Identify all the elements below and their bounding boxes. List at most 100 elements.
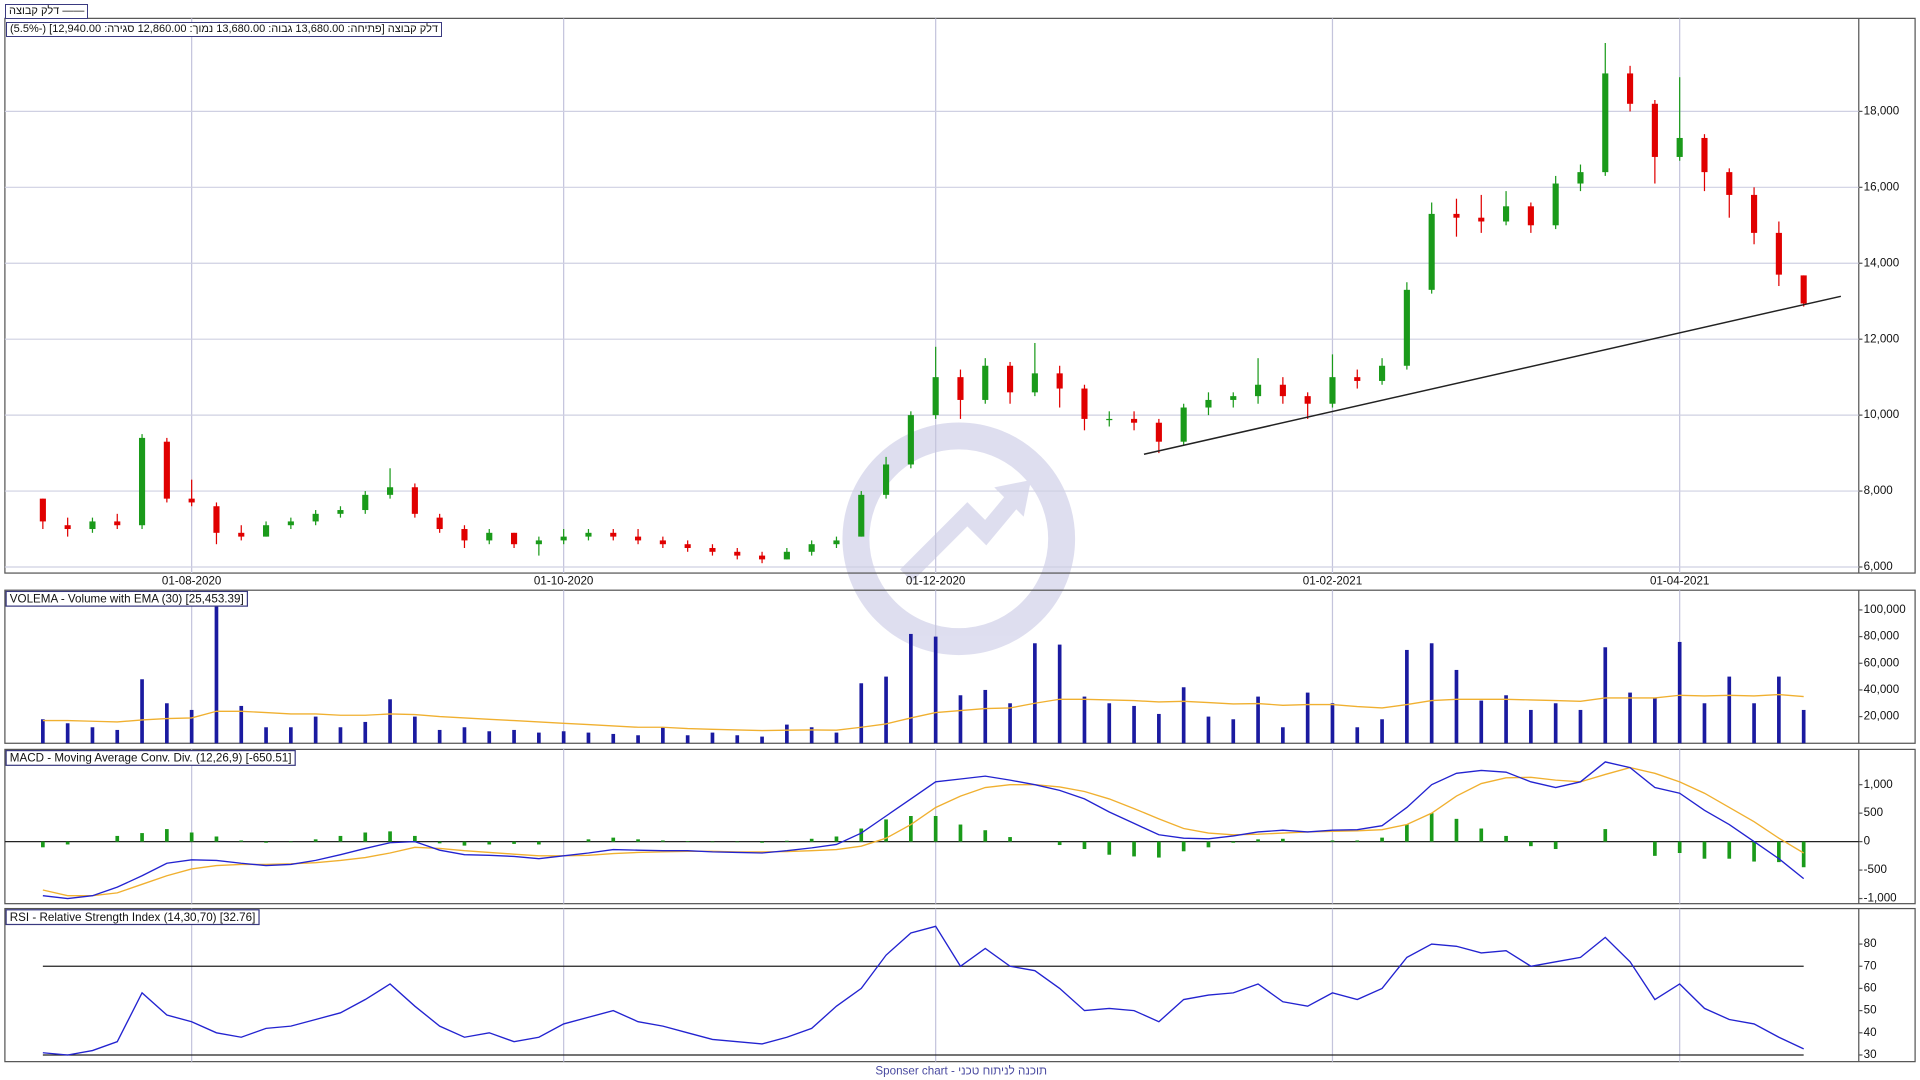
volume-bar bbox=[1305, 692, 1310, 744]
histogram-bar bbox=[338, 835, 343, 842]
footer: Sponser chart - תוכנה לניתוח טכני bbox=[875, 1065, 1047, 1078]
watermark-ring bbox=[842, 422, 1076, 656]
candle-body bbox=[1651, 103, 1658, 157]
volume-bar bbox=[1677, 641, 1682, 744]
volume-bar bbox=[388, 699, 392, 744]
x-tick-label: 01-10-2020 bbox=[534, 575, 594, 588]
info-text: דלק קבוצה [פתיחה: 13,680.00 גבוה: 13,680… bbox=[10, 23, 438, 35]
y-tick-label: 18,000 bbox=[1864, 104, 1900, 117]
histogram-bar bbox=[363, 832, 368, 842]
volume-bar bbox=[1553, 703, 1558, 744]
volume-bar bbox=[1529, 709, 1533, 744]
candle-body bbox=[436, 517, 443, 530]
volume-bar bbox=[710, 732, 715, 744]
candle-body bbox=[238, 532, 245, 537]
candle-body bbox=[138, 437, 146, 526]
y-tick-label: 6,000 bbox=[1864, 560, 1894, 573]
volume-bar bbox=[165, 703, 169, 744]
candle-body bbox=[535, 540, 542, 545]
volume-bar bbox=[661, 727, 665, 744]
panel-title: VOLEMA - Volume with EMA (30) [25,453.39… bbox=[10, 592, 244, 605]
candle-body bbox=[1329, 377, 1336, 404]
candle-body bbox=[982, 365, 989, 400]
volume-bar bbox=[1107, 703, 1112, 744]
histogram-bar bbox=[487, 841, 492, 845]
signal-line bbox=[42, 766, 1805, 897]
histogram-bar bbox=[933, 815, 938, 842]
volume-bar bbox=[512, 729, 516, 744]
volume-bar bbox=[884, 676, 888, 744]
candle-body bbox=[1428, 213, 1435, 290]
histogram-bar bbox=[537, 841, 541, 845]
volume-bar bbox=[1355, 727, 1360, 744]
panel-frame bbox=[4, 17, 1916, 574]
y-tick-label: 60 bbox=[1864, 982, 1877, 995]
candle-body bbox=[1602, 73, 1609, 173]
histogram-bar bbox=[760, 841, 764, 843]
histogram-bar bbox=[189, 832, 194, 842]
volume-bar bbox=[65, 723, 70, 744]
volume-bar bbox=[140, 679, 144, 744]
volume-bar bbox=[214, 603, 219, 744]
candle-body bbox=[1007, 365, 1014, 393]
histogram-bar bbox=[1479, 828, 1484, 842]
histogram-bar bbox=[1429, 813, 1434, 842]
volume-bar bbox=[413, 716, 417, 744]
histogram-bar bbox=[140, 833, 144, 842]
y-tick-label: 60,000 bbox=[1864, 656, 1900, 669]
volume-bar bbox=[586, 732, 591, 744]
candle-body bbox=[411, 487, 418, 514]
y-tick-label: 10,000 bbox=[1864, 408, 1900, 421]
candle-body bbox=[213, 506, 220, 533]
histogram-bar bbox=[1330, 840, 1335, 842]
volume-bar bbox=[809, 727, 814, 744]
volume-bar bbox=[933, 636, 938, 744]
histogram-bar bbox=[165, 829, 169, 842]
x-tick-label: 01-02-2021 bbox=[1303, 575, 1362, 588]
candle-body bbox=[1453, 213, 1460, 218]
candle-body bbox=[957, 377, 964, 400]
histogram-bar bbox=[1702, 841, 1707, 859]
candle-body bbox=[262, 525, 270, 537]
volume-bar bbox=[958, 695, 963, 744]
candle-body bbox=[39, 498, 46, 522]
ema-line bbox=[42, 693, 1804, 732]
candle-body bbox=[783, 551, 790, 560]
candle-body bbox=[684, 544, 691, 549]
candle-body bbox=[188, 498, 195, 503]
candle-body bbox=[759, 555, 766, 560]
volume-bar bbox=[239, 705, 244, 744]
volume-bar bbox=[289, 727, 293, 744]
histogram-bar bbox=[834, 836, 839, 842]
info-box: דלק קבוצה [פתיחה: 13,680.00 גבוה: 13,680… bbox=[6, 22, 442, 37]
candle-body bbox=[1751, 194, 1758, 233]
volume-bar bbox=[189, 709, 194, 744]
volume-bar bbox=[1231, 719, 1236, 744]
y-tick-label: 80 bbox=[1864, 937, 1877, 950]
histogram-bar bbox=[115, 835, 120, 842]
volume-bar bbox=[611, 733, 616, 744]
histogram-bar bbox=[1380, 837, 1384, 842]
volume-bar bbox=[1380, 719, 1384, 744]
volume-bar bbox=[115, 729, 120, 744]
candle-body bbox=[461, 529, 468, 541]
candle-body bbox=[1800, 275, 1807, 304]
volume-bar bbox=[1256, 696, 1260, 744]
trend-line bbox=[1143, 295, 1842, 455]
volume-bar bbox=[1033, 643, 1037, 744]
histogram-bar bbox=[313, 839, 318, 842]
histogram-bar bbox=[1504, 835, 1508, 842]
histogram-bar bbox=[1653, 841, 1657, 856]
histogram-bar bbox=[1405, 824, 1409, 842]
panel-frame bbox=[4, 907, 1916, 1063]
candle-body bbox=[709, 548, 716, 552]
y-tick-label: 20,000 bbox=[1864, 710, 1900, 723]
histogram-bar bbox=[1677, 841, 1682, 854]
histogram-bar bbox=[909, 815, 913, 842]
volume-bar bbox=[1206, 716, 1211, 744]
rsi-line bbox=[42, 925, 1804, 1056]
volume-bar bbox=[1777, 676, 1781, 744]
y-tick-label: 1,000 bbox=[1864, 778, 1894, 791]
histogram-bar bbox=[289, 841, 293, 843]
candle-body bbox=[64, 525, 71, 530]
